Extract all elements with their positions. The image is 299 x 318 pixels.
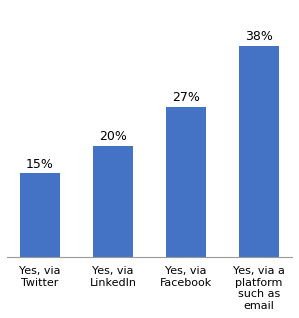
Bar — [93, 146, 133, 257]
Bar — [239, 46, 279, 257]
Text: 15%: 15% — [26, 157, 54, 170]
Bar — [166, 107, 206, 257]
Text: 27%: 27% — [172, 91, 200, 104]
Text: 20%: 20% — [99, 130, 127, 143]
Bar — [20, 173, 60, 257]
Text: 38%: 38% — [245, 30, 273, 43]
